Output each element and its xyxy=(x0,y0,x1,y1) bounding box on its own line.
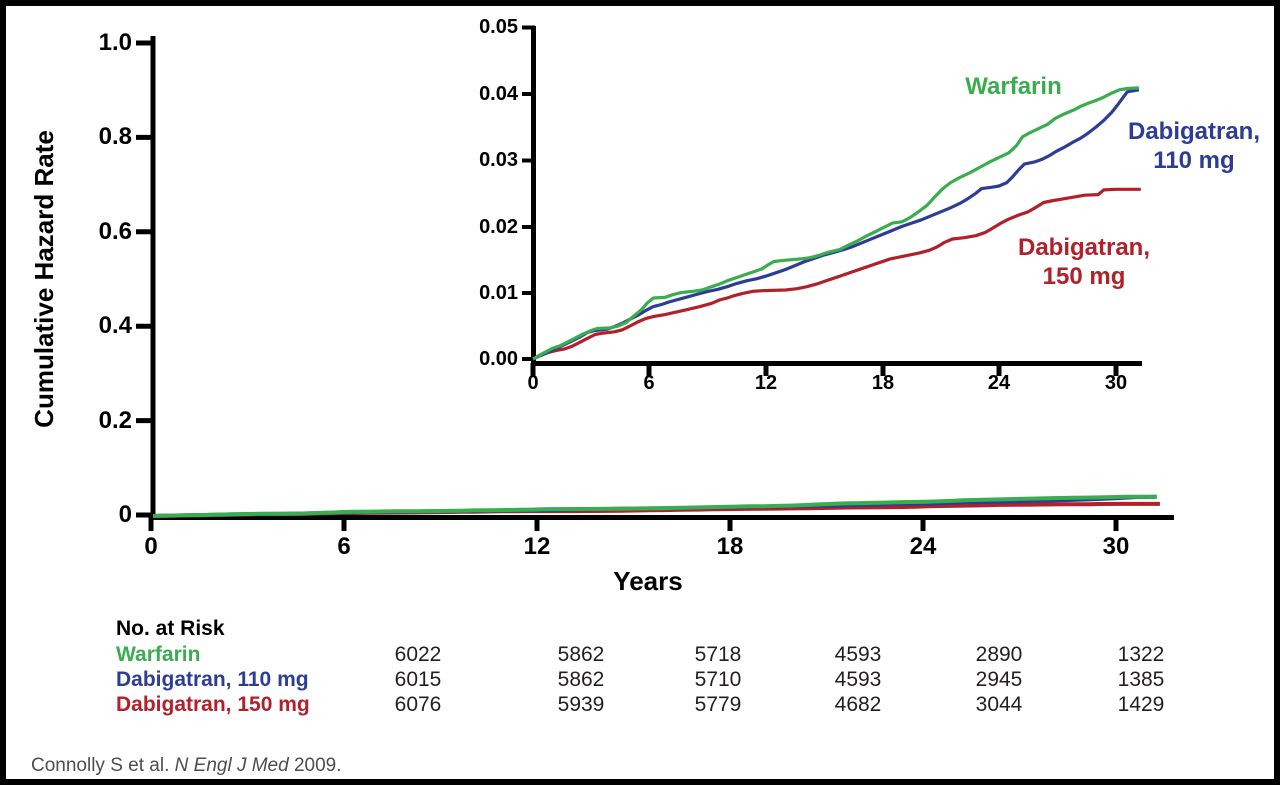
risk-value-cell: 5862 xyxy=(557,643,605,666)
risk-value-cell: 1322 xyxy=(1117,643,1165,666)
risk-value-cell: 4593 xyxy=(834,668,882,691)
inset-xtick-24: 24 xyxy=(987,372,1011,394)
inset-xtick-6: 6 xyxy=(643,372,655,394)
legend-dabigatran-110-line2: 110 mg xyxy=(1153,147,1235,174)
legend-dabigatran-110: Dabigatran, 110 mg xyxy=(1109,117,1274,175)
legend-dabigatran-110-line1: Dabigatran, xyxy=(1127,118,1261,145)
main-xtick-0: 0 xyxy=(144,533,158,560)
risk-value-cell: 6015 xyxy=(394,668,442,691)
citation: Connolly S et al. N Engl J Med 2009. xyxy=(31,755,342,777)
inset-xtick-0: 0 xyxy=(527,372,539,394)
inset-xtick-30: 30 xyxy=(1104,372,1128,394)
y-axis-title: Cumulative Hazard Rate xyxy=(29,130,59,428)
main-xtick-18: 18 xyxy=(716,533,744,560)
main-ytick-1.0: 1.0 xyxy=(98,29,132,56)
inset-ytick-0.02: 0.02 xyxy=(479,216,518,238)
main-ytick-0.4: 0.4 xyxy=(98,312,132,339)
main-ytick-0: 0 xyxy=(118,501,132,528)
risk-row-label: Dabigatran, 110 mg xyxy=(116,668,309,691)
x-axis-title: Years xyxy=(613,566,683,596)
main-xtick-6: 6 xyxy=(337,533,351,560)
citation-year: 2009. xyxy=(288,755,342,776)
inset-xtick-12: 12 xyxy=(754,372,778,394)
risk-value-cell: 2890 xyxy=(975,643,1023,666)
hazard-chart-svg xyxy=(136,25,1174,531)
risk-row-label: Dabigatran, 150 mg xyxy=(116,693,310,716)
risk-value-cell: 2945 xyxy=(975,668,1023,691)
risk-value-cell: 6076 xyxy=(394,693,442,716)
inset-xtick-18: 18 xyxy=(871,372,895,394)
risk-value-cell: 5939 xyxy=(557,693,605,716)
inset-axes xyxy=(522,25,1142,376)
inset-curve-dabigatran-150-mg xyxy=(532,187,1141,361)
main-ytick-0.6: 0.6 xyxy=(98,218,132,245)
main-xtick-12: 12 xyxy=(523,533,551,560)
risk-value-cell: 3044 xyxy=(975,693,1023,716)
inset-ytick-0.01: 0.01 xyxy=(479,282,518,304)
main-xtick-24: 24 xyxy=(909,533,937,560)
main-axes xyxy=(136,36,1174,531)
main-curves xyxy=(152,494,1160,518)
legend-warfarin: Warfarin xyxy=(965,73,1062,100)
main-ytick-0.8: 0.8 xyxy=(98,123,132,150)
inset-ytick-0.05: 0.05 xyxy=(479,16,518,38)
risk-value-cell: 5779 xyxy=(694,693,742,716)
risk-row-label: Warfarin xyxy=(116,643,201,666)
inset-curves xyxy=(532,86,1141,361)
main-xtick-30: 30 xyxy=(1102,533,1130,560)
risk-value-cell: 4593 xyxy=(834,643,882,666)
risk-value-cell: 1429 xyxy=(1117,693,1165,716)
risk-value-cell: 4682 xyxy=(834,693,882,716)
main-curve-warfarin xyxy=(152,494,1157,518)
risk-table-title: No. at Risk xyxy=(116,617,225,640)
legend-dabigatran-150-line1: Dabigatran, xyxy=(1017,234,1151,261)
legend-dabigatran-150-line2: 150 mg xyxy=(1042,263,1126,290)
risk-value-cell: 6022 xyxy=(394,643,442,666)
risk-value-cell: 5710 xyxy=(694,668,742,691)
inset-ytick-0.03: 0.03 xyxy=(479,149,518,171)
risk-value-cell: 1385 xyxy=(1117,668,1165,691)
inset-ytick-0.04: 0.04 xyxy=(479,83,518,105)
legend-dabigatran-150: Dabigatran, 150 mg xyxy=(994,233,1174,291)
inset-ytick-0.00: 0.00 xyxy=(479,348,518,370)
risk-value-cell: 5862 xyxy=(557,668,605,691)
inset-curve-dabigatran-110-mg xyxy=(532,88,1140,361)
main-ytick-0.2: 0.2 xyxy=(98,407,132,434)
risk-value-cell: 5718 xyxy=(694,643,742,666)
citation-authors: Connolly S et al. xyxy=(31,755,175,776)
citation-journal: N Engl J Med xyxy=(174,755,289,776)
inset-curve-warfarin xyxy=(532,86,1139,361)
